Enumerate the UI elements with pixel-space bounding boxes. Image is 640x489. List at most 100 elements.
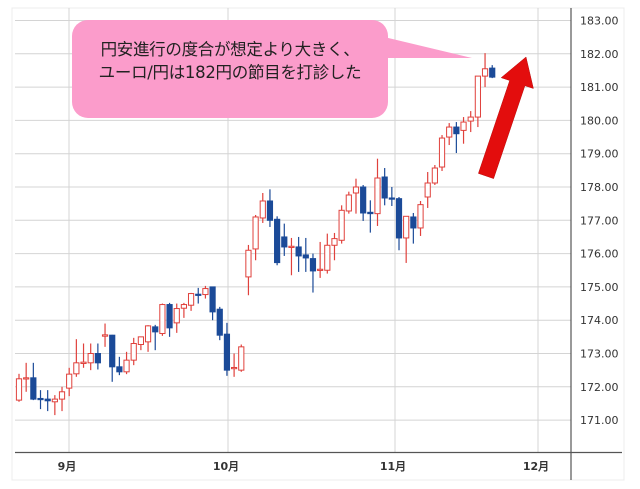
candle-body [37,397,44,401]
candle-body [417,204,424,229]
candle-down [116,356,123,376]
y-tick-label: 174.00 [580,314,619,327]
candle-down [388,187,395,206]
candle-body [302,254,309,259]
candle-down [94,343,101,370]
candle-body [360,186,367,214]
candle-body [23,377,30,380]
candle-down [295,236,302,272]
candle-up [144,325,152,352]
candle-body [295,246,302,257]
candle-body [410,216,417,229]
candle-body [281,236,288,248]
candle-body [481,68,489,77]
y-tick-label: 177.00 [580,214,619,227]
candle-body [438,137,446,168]
candle-up [345,191,352,214]
candle-body [460,121,467,131]
candle-body [431,167,438,184]
candle-up [374,158,381,226]
x-tick-labels: 9月 10月 11月 12月 [58,460,549,473]
candle-up [66,367,73,397]
candle-body [180,304,188,309]
candle-up [352,178,360,214]
candle-up [23,362,30,392]
candle-body [288,245,295,248]
candle-body [245,249,252,278]
y-tick-label: 183.00 [580,15,619,28]
candle-body [238,346,245,371]
candle-body [159,304,166,335]
gridlines [15,8,571,452]
candle-up [137,336,144,351]
y-tick-label: 173.00 [580,348,619,361]
callout-line-2: ユーロ/円は182円の節目を打診した [98,63,362,82]
candle-body [216,308,223,336]
candle-body [388,197,395,200]
y-tick-label: 176.00 [580,248,619,261]
candle-up [431,165,438,186]
candle-body [130,343,137,361]
candle-down [367,200,374,233]
candle-body [395,198,403,239]
candle-down [166,302,173,337]
candle-down [302,237,309,272]
candle-up [238,344,245,372]
candle-up [73,339,80,377]
candle-body [446,126,453,138]
candle-body [116,366,123,373]
candle-body [51,398,58,403]
candle-up [438,135,446,172]
candle-up [417,200,424,236]
candle-body [123,359,130,373]
candle-body [58,391,66,400]
callout-bubble [72,20,388,118]
candle-down [309,253,317,293]
y-tick-label: 180.00 [580,114,619,127]
candle-up [424,172,431,208]
candle-body [80,361,87,364]
y-tick-label: 171.00 [580,414,619,427]
candle-down [223,322,231,376]
callout-tail [380,36,472,58]
candle-body [381,176,388,199]
y-tick-label: 179.00 [580,148,619,161]
up-arrow-icon [478,56,534,179]
candle-down [195,287,202,304]
candle-body [403,215,410,239]
y-tick-label: 172.00 [580,381,619,394]
candle-up [51,395,58,416]
candle-up [252,214,259,261]
candle-up [324,233,331,274]
candle-up [80,343,87,368]
candle-up [187,292,195,311]
candle-body [489,67,496,78]
candle-body [30,377,37,400]
candle-down [395,196,403,251]
candle-body [309,258,317,272]
candle-down [266,189,274,227]
candle-up [331,232,338,261]
candle-down [489,65,496,79]
candle-body [44,398,51,402]
candle-up [460,117,467,144]
candle-up [288,237,295,276]
callout-text: 円安進行の度合が想定より大きく、 ユーロ/円は182円の節目を打診した [72,38,388,84]
candle-body [223,333,231,371]
candle-up [403,215,410,263]
candle-body [73,362,80,375]
candle-body [231,366,238,370]
candle-up [15,373,23,402]
candle-down [44,390,51,412]
candle-body [352,186,360,194]
candle-body [144,325,152,343]
candle-body [274,218,281,264]
candle-body [109,334,116,368]
candle-body [209,286,216,313]
candle-down [30,362,37,401]
callout-line-1: 円安進行の度合が想定より大きく、 [100,40,360,59]
candle-body [66,373,73,389]
candle-body [266,200,274,221]
candle-body [15,378,23,401]
